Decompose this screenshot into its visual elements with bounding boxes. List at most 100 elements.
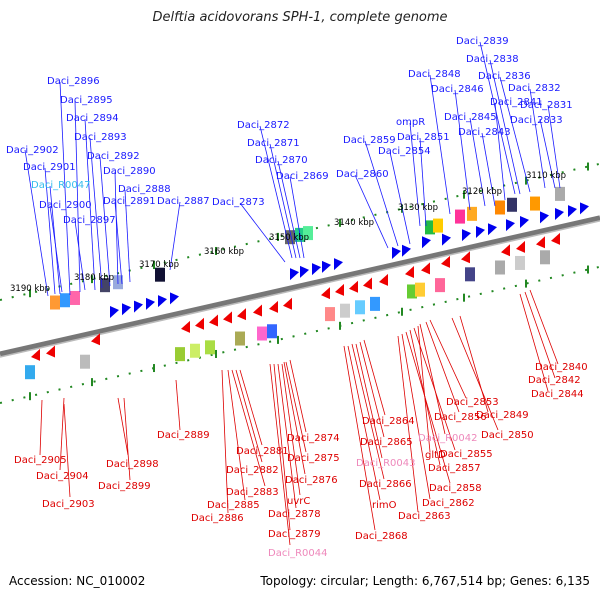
bottom-leader-line: [239, 369, 263, 446]
top-leader-line: [479, 41, 516, 195]
forward-gene-arrow: [580, 202, 589, 215]
top-leader-line: [277, 160, 301, 259]
bottom-leader-line: [269, 363, 291, 546]
bottom-gene-label: Daci_2849: [476, 410, 529, 421]
reverse-gene-arrow: [181, 320, 190, 333]
bottom-gene-label: Daci_2844: [531, 389, 584, 400]
reverse-gene-arrow: [363, 277, 372, 290]
map-title: Delftia acidovorans SPH-1, complete geno…: [152, 10, 448, 25]
gene-feature-block: [100, 278, 110, 293]
bottom-leader-line: [529, 289, 559, 365]
scale-label: 3190 kbp: [10, 284, 50, 294]
forward-gene-arrow: [300, 265, 309, 278]
forward-gene-arrow: [442, 233, 451, 246]
top-leader-line: [74, 100, 81, 293]
bottom-gene-label: Daci_R0044: [268, 548, 328, 559]
reverse-gene-arrow: [421, 262, 430, 275]
scale-label: 3130 kbp: [398, 203, 438, 213]
bottom-gene-label: Daci_2899: [98, 481, 151, 492]
bottom-leader-line: [343, 345, 376, 531]
bottom-gene-label: Daci_2898: [106, 459, 159, 470]
gene-feature-block: [425, 220, 435, 235]
top-gene-label: Daci_2871: [247, 138, 300, 149]
top-leader-line: [454, 89, 471, 211]
top-gene-label: Daci_2900: [39, 200, 92, 211]
top-gene-label: ompR: [396, 117, 425, 128]
bottom-gene-label: Daci_2862: [422, 498, 475, 509]
top-leader-line: [529, 88, 546, 189]
bottom-leader-line: [429, 319, 467, 399]
gene-feature-block: [257, 326, 267, 341]
reverse-gene-arrow: [237, 308, 246, 321]
bottom-leader-line: [289, 359, 307, 433]
gene-feature-block: [515, 255, 525, 270]
top-leader-line: [99, 156, 111, 287]
gene-feature-block: [235, 331, 245, 346]
reverse-gene-arrow: [209, 314, 218, 327]
top-gene-label: Daci_2848: [408, 69, 461, 80]
top-leader-line: [169, 201, 181, 271]
top-gene-label: Daci_2887: [157, 196, 210, 207]
top-leader-line: [409, 122, 421, 227]
forward-gene-arrow: [146, 297, 155, 310]
backbone-line: [0, 215, 600, 357]
bottom-leader-line: [175, 379, 181, 431]
bottom-leader-line: [235, 369, 263, 463]
bottom-gene-label: Daci_2878: [268, 509, 321, 520]
bottom-gene-label: Daci_2889: [157, 430, 210, 441]
gene-feature-block: [507, 197, 517, 212]
bottom-gene-label: Daci_2842: [528, 375, 581, 386]
gene-feature-block: [340, 303, 350, 318]
gene-feature-block: [285, 230, 295, 245]
gene-feature-block: [303, 226, 313, 241]
top-leader-line: [499, 76, 531, 193]
top-leader-line: [481, 132, 496, 207]
bottom-gene-label: Daci_2840: [535, 362, 588, 373]
gene-feature-block: [530, 196, 540, 211]
top-leader-line: [547, 104, 561, 189]
bottom-gene-label: Daci_2857: [428, 463, 481, 474]
top-leader-line: [89, 137, 103, 289]
bottom-gene-label: Daci_2866: [359, 479, 412, 490]
bottom-gene-label: Daci_2879: [268, 529, 321, 540]
reverse-gene-arrow: [335, 283, 344, 296]
scale-label: 3110 kbp: [526, 171, 566, 181]
bottom-leader-line: [405, 331, 451, 484]
scale-label: 3180 kbp: [74, 273, 114, 283]
gene-labels: Daci_2896 Daci_2895 Daci_2894 Daci_2893 Daci…: [6, 36, 588, 559]
top-leader-line: [364, 140, 399, 247]
scale-label: 3170 kbp: [139, 260, 179, 270]
forward-gene-arrow: [312, 263, 321, 276]
gene-features: [25, 186, 589, 380]
top-gene-label: Daci_2859: [343, 135, 396, 146]
top-gene-label: Daci_2860: [336, 169, 389, 180]
forward-gene-arrow: [170, 292, 179, 305]
bottom-gene-label: Daci_2856: [434, 412, 487, 423]
forward-gene-arrow: [110, 306, 119, 319]
gene-feature-block: [540, 250, 550, 265]
reverse-gene-arrow: [536, 236, 545, 249]
scale-ticks: [0, 162, 600, 404]
bottom-gene-label: Daci_2886: [191, 513, 244, 524]
top-leader-line: [124, 189, 131, 283]
gene-feature-block: [370, 296, 380, 311]
top-gene-label: Daci_2872: [237, 120, 290, 131]
bottom-gene-label: Daci_2850: [481, 430, 534, 441]
forward-gene-arrow: [422, 236, 431, 249]
gene-feature-block: [325, 307, 335, 322]
bottom-gene-label: Daci_2874: [287, 433, 340, 444]
top-leader-line: [419, 137, 427, 227]
top-gene-label: Daci_2896: [47, 76, 100, 87]
scale-label: 3150 kbp: [269, 233, 309, 243]
gene-feature-block: [355, 300, 365, 315]
top-leader-line: [354, 174, 389, 249]
top-gene-label: Daci_2893: [74, 132, 127, 143]
reverse-gene-arrow: [223, 311, 232, 324]
gene-feature-block: [155, 267, 165, 282]
top-leader-line: [269, 143, 297, 259]
bottom-gene-label: rimO: [372, 500, 397, 511]
top-leader-line: [24, 149, 49, 297]
bottom-leader-line: [359, 341, 385, 438]
bottom-leader-line: [401, 333, 431, 500]
reverse-gene-arrow: [283, 297, 292, 310]
